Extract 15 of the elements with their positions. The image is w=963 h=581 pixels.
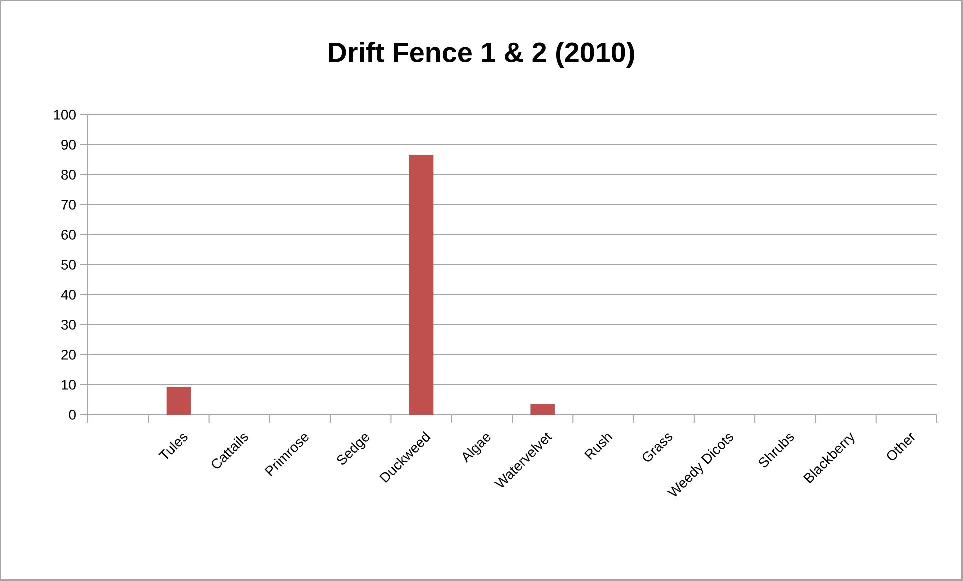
bar (530, 404, 555, 415)
y-tick-label: 60 (62, 230, 76, 240)
y-tick-label: 70 (62, 200, 76, 210)
y-tick-label: 90 (62, 140, 76, 150)
y-tick-label: 40 (61, 290, 76, 300)
y-tick-label: 20 (62, 350, 76, 360)
y-tick-label: 10 (62, 380, 76, 390)
chart-title: Drift Fence 1 & 2 (2010) (329, 42, 634, 68)
y-tick-label: 50 (62, 260, 76, 270)
y-tick-label: 100 (54, 110, 76, 120)
bar (166, 387, 192, 415)
bar (409, 155, 434, 415)
y-tick-label: 30 (62, 320, 76, 330)
y-tick-label: 80 (62, 170, 76, 180)
y-tick-label: 0 (69, 410, 76, 420)
